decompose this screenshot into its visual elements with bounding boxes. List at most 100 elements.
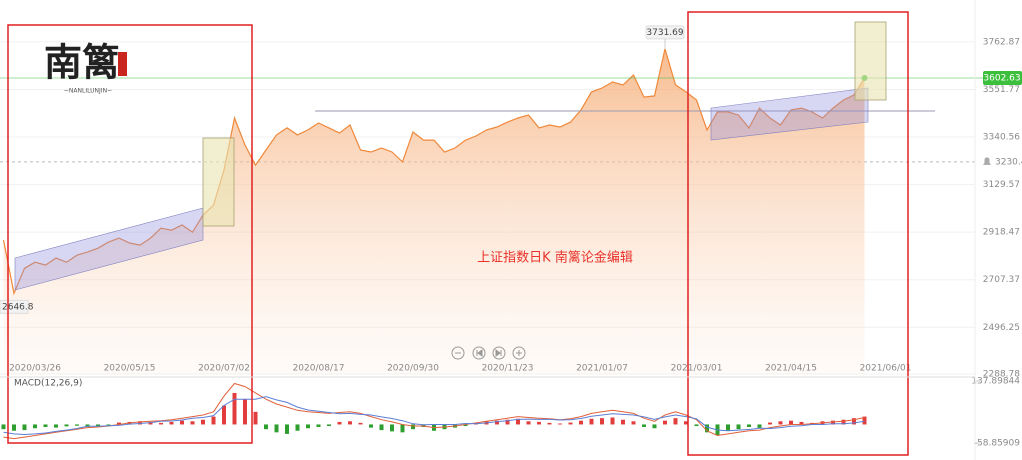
macd-bar <box>747 424 751 427</box>
macd-bar <box>558 423 562 425</box>
logo-caption: ~NANLILUNJIN~ <box>64 88 112 95</box>
macd-bar <box>358 422 363 425</box>
macd-bar <box>757 424 762 429</box>
macd-bar <box>663 420 667 425</box>
y-tick-label: 2918.47 <box>983 228 1020 238</box>
reference-label: 3230.43 <box>995 157 1022 167</box>
y-tick-label: 3762.87 <box>983 37 1020 47</box>
macd-bar <box>64 424 69 427</box>
last-button[interactable] <box>492 346 506 360</box>
macd-bar <box>673 418 678 425</box>
main-layer: 3762.87 3551.77 3340.56 3129.57 2918.47 2707.… <box>0 25 1022 449</box>
x-tick-label: 2020/11/23 <box>482 364 534 374</box>
macd-bar <box>180 420 184 425</box>
macd-bar <box>526 421 531 425</box>
zoom-out-button[interactable] <box>451 346 465 360</box>
highlight-box <box>854 21 887 101</box>
macd-bar <box>789 420 793 425</box>
x-tick-label: 2021/03/01 <box>671 364 723 374</box>
macd-bar <box>43 424 48 427</box>
macd-bar <box>390 424 394 432</box>
area <box>3 48 865 375</box>
back-layer <box>0 41 975 375</box>
macd-bar <box>400 424 405 433</box>
logo-seal <box>118 52 127 76</box>
macd-bar <box>201 419 205 425</box>
macd-bar <box>169 421 174 425</box>
first-button[interactable] <box>472 346 486 360</box>
macd-line <box>3 396 865 436</box>
macd-bar <box>54 424 58 428</box>
macd-bar <box>610 417 615 425</box>
macd-bar <box>684 421 688 425</box>
macd-bar <box>337 421 342 425</box>
macd-bar <box>705 424 709 433</box>
macd-bar <box>411 424 415 430</box>
channel <box>710 87 869 141</box>
macd-bar <box>96 424 100 427</box>
x-tick-label: 2021/01/07 <box>576 364 628 374</box>
macd-bar <box>537 421 541 425</box>
macd-bar <box>736 424 741 430</box>
macd-bar <box>505 419 510 425</box>
macd-bar <box>369 424 373 428</box>
macd-bar <box>306 424 310 429</box>
macd-bar <box>12 424 16 431</box>
logo: 南篱 ~NANLILUNJIN~ <box>44 40 127 95</box>
macd-bar <box>463 424 468 427</box>
y-tick-label: 3551.77 <box>983 85 1020 95</box>
macd-bar <box>138 421 142 425</box>
macd-bar <box>148 421 153 425</box>
zoom-in-button[interactable] <box>512 346 526 360</box>
macd-bar <box>579 420 583 425</box>
macd-bar <box>379 424 384 431</box>
macd-bar <box>778 421 783 425</box>
macd-bar <box>117 422 121 425</box>
macd-bar <box>642 424 646 427</box>
nav <box>451 346 526 360</box>
macd-bar <box>264 424 268 430</box>
macd-bar <box>516 418 520 425</box>
macd-bar <box>316 424 321 427</box>
macd-bar <box>327 424 331 427</box>
x-tick-label: 2020/07/02 <box>198 364 250 374</box>
macd-bar <box>33 424 37 429</box>
channel <box>14 207 204 291</box>
logo-name: 南篱 <box>44 40 120 85</box>
x-tick-label: 2020/09/30 <box>387 364 439 374</box>
y-tick-label: 2707.37 <box>983 275 1020 285</box>
x-tick-label: 2020/03/26 <box>9 364 61 374</box>
frame-box <box>7 24 253 444</box>
macd-bar <box>22 424 27 431</box>
x-tick-label: 2020/08/17 <box>293 364 345 374</box>
macd-bar <box>232 392 237 425</box>
macd-bar <box>862 416 867 425</box>
current-label: 3602.63 <box>983 73 1020 83</box>
macd-bar <box>621 419 625 425</box>
macd-bar <box>631 421 636 425</box>
macd-bar <box>831 420 835 425</box>
macd-bar <box>222 405 226 425</box>
frame-box <box>687 11 909 456</box>
min-label: 2646.8 <box>2 302 34 312</box>
macd-bar <box>243 399 247 425</box>
current-badge <box>983 70 1022 85</box>
macd-bar <box>768 422 772 425</box>
macd-bar <box>600 418 604 425</box>
macd-bar <box>274 424 279 433</box>
macd-bar <box>159 422 163 425</box>
macd-bar <box>106 424 111 426</box>
x-tick-label: 2021/06/01 <box>860 364 912 374</box>
bell-icon <box>983 157 991 165</box>
macd-bar <box>589 418 594 425</box>
macd-bar <box>85 424 90 427</box>
macd-bar <box>694 424 699 427</box>
macd-bar <box>75 424 79 426</box>
macd-bar <box>253 411 258 425</box>
line <box>2 48 866 296</box>
y-tick-label: 137.89844 <box>971 377 1020 387</box>
macd-bar <box>852 418 856 425</box>
macd-bar <box>285 424 289 434</box>
y-tick-label: 2496.25 <box>983 323 1020 333</box>
